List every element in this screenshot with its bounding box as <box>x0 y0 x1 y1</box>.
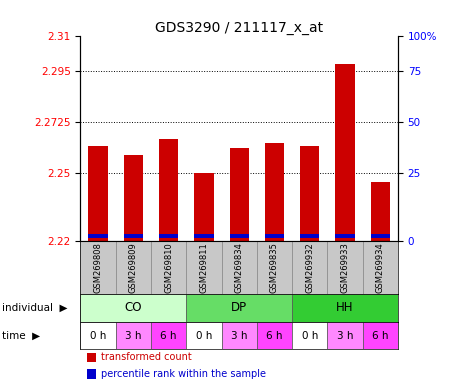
Bar <box>80 241 116 294</box>
Text: GSM269934: GSM269934 <box>375 242 384 293</box>
Text: 3 h: 3 h <box>230 331 247 341</box>
Bar <box>370 182 389 241</box>
Bar <box>186 322 221 349</box>
Bar <box>194 173 213 241</box>
Text: individual  ▶: individual ▶ <box>2 303 67 313</box>
Bar <box>159 234 178 238</box>
Bar <box>291 294 397 322</box>
Bar <box>362 241 397 294</box>
Bar <box>80 322 116 349</box>
Bar <box>299 234 319 238</box>
Bar <box>229 148 248 241</box>
Bar <box>291 241 327 294</box>
Bar <box>116 322 151 349</box>
Bar <box>88 146 107 241</box>
Text: 0 h: 0 h <box>90 331 106 341</box>
Text: HH: HH <box>336 301 353 314</box>
Bar <box>256 322 291 349</box>
Text: 6 h: 6 h <box>266 331 282 341</box>
Text: DP: DP <box>230 301 247 314</box>
Text: CO: CO <box>124 301 142 314</box>
Text: GSM269808: GSM269808 <box>94 242 102 293</box>
Bar <box>291 322 327 349</box>
Bar <box>88 234 107 238</box>
Bar <box>159 139 178 241</box>
Bar <box>151 322 186 349</box>
Bar <box>123 155 143 241</box>
Bar <box>335 234 354 238</box>
Bar <box>327 322 362 349</box>
Bar <box>299 146 319 241</box>
Text: GSM269835: GSM269835 <box>269 242 278 293</box>
Text: 3 h: 3 h <box>336 331 353 341</box>
Text: 3 h: 3 h <box>125 331 141 341</box>
Text: time  ▶: time ▶ <box>2 331 40 341</box>
Title: GDS3290 / 211117_x_at: GDS3290 / 211117_x_at <box>155 22 323 35</box>
Text: GSM269933: GSM269933 <box>340 242 349 293</box>
Bar <box>335 64 354 241</box>
Bar <box>186 241 221 294</box>
Bar <box>264 143 284 241</box>
Bar <box>229 234 248 238</box>
Text: 0 h: 0 h <box>301 331 317 341</box>
Text: GSM269809: GSM269809 <box>129 242 138 293</box>
Bar <box>151 241 186 294</box>
Text: GSM269811: GSM269811 <box>199 242 208 293</box>
Bar <box>370 234 389 238</box>
Bar <box>362 322 397 349</box>
Bar <box>221 322 256 349</box>
Bar <box>194 234 213 238</box>
Text: GSM269834: GSM269834 <box>234 242 243 293</box>
Bar <box>123 234 143 238</box>
Text: transformed count: transformed count <box>101 352 191 362</box>
Text: GSM269932: GSM269932 <box>305 242 313 293</box>
Text: GSM269810: GSM269810 <box>164 242 173 293</box>
Text: 0 h: 0 h <box>196 331 212 341</box>
Bar <box>87 369 96 379</box>
Bar <box>221 241 256 294</box>
Bar <box>80 294 186 322</box>
Bar <box>116 241 151 294</box>
Text: percentile rank within the sample: percentile rank within the sample <box>101 369 266 379</box>
Bar <box>186 294 291 322</box>
Bar <box>87 353 96 362</box>
Bar <box>327 241 362 294</box>
Text: 6 h: 6 h <box>371 331 388 341</box>
Bar <box>256 241 291 294</box>
Text: 6 h: 6 h <box>160 331 177 341</box>
Bar <box>264 234 284 238</box>
